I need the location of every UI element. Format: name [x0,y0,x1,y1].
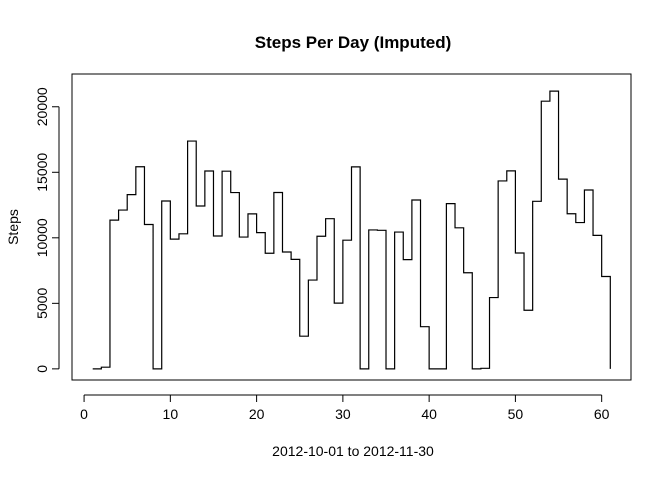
x-tick-label: 10 [163,406,179,422]
y-tick-label: 15000 [34,153,50,192]
x-axis-label: 2012-10-01 to 2012-11-30 [272,443,434,459]
y-tick-label: 5000 [34,288,50,319]
x-tick-label: 20 [249,406,265,422]
chart-title: Steps Per Day (Imputed) [255,33,452,52]
x-tick-label: 0 [80,406,88,422]
x-tick-label: 30 [335,406,351,422]
plot-area [71,73,632,381]
y-tick-label: 20000 [34,87,50,126]
y-axis: 0 5000 10000 15000 20000 [34,87,60,373]
x-tick-label: 60 [594,406,610,422]
x-axis: 0 10 20 30 40 50 60 [80,394,610,422]
y-tick-label: 0 [34,365,50,373]
y-tick-label: 10000 [34,218,50,257]
x-tick-label: 40 [421,406,437,422]
steps-series-line [92,90,611,370]
x-tick-label: 50 [508,406,524,422]
y-axis-label: Steps [5,209,21,245]
